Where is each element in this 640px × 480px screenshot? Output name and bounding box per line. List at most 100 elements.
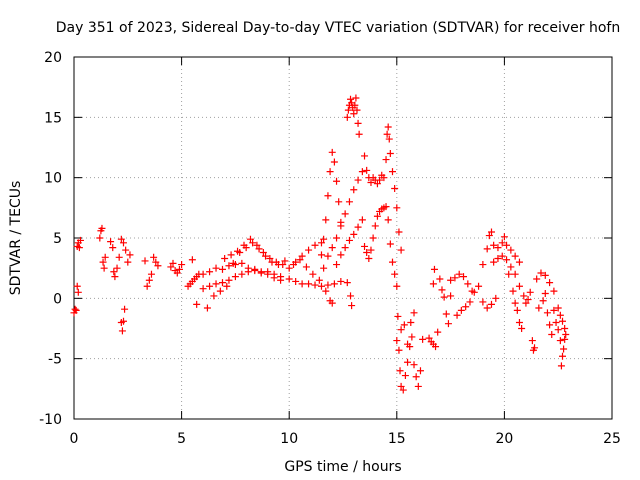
data-point: [361, 242, 369, 250]
data-point: [425, 334, 433, 342]
data-point: [460, 273, 468, 281]
data-point: [393, 337, 401, 345]
data-point: [326, 168, 334, 176]
data-point: [203, 304, 211, 312]
data-point: [333, 261, 341, 269]
data-point: [281, 257, 289, 265]
data-point: [124, 258, 132, 266]
data-point: [218, 265, 226, 273]
data-point: [526, 288, 534, 296]
data-point: [343, 279, 351, 287]
data-point: [457, 306, 465, 314]
data-point: [344, 106, 352, 114]
data-point: [401, 372, 409, 380]
data-point: [535, 304, 543, 312]
y-tick-label: -5: [48, 352, 62, 368]
data-point: [270, 274, 278, 282]
data-point: [296, 256, 304, 264]
data-point: [524, 296, 532, 304]
data-point: [492, 294, 500, 302]
x-tick-label: 20: [495, 431, 513, 447]
data-point: [337, 251, 345, 259]
data-point: [96, 234, 104, 242]
data-point: [333, 177, 341, 185]
data-point: [363, 166, 371, 174]
data-point: [262, 252, 270, 260]
data-point: [98, 224, 106, 232]
data-point: [436, 275, 444, 283]
data-point: [434, 328, 442, 336]
data-point: [253, 241, 261, 249]
data-point: [515, 282, 523, 290]
data-point: [561, 335, 569, 343]
data-point: [466, 298, 474, 306]
data-point: [285, 275, 293, 283]
data-point: [479, 261, 487, 269]
data-point: [515, 318, 523, 326]
data-point: [430, 265, 438, 273]
data-point: [169, 259, 177, 267]
data-point: [249, 239, 257, 247]
data-point: [117, 235, 125, 243]
data-point: [188, 256, 196, 264]
data-point: [341, 210, 349, 218]
data-point: [386, 150, 394, 158]
data-point: [395, 228, 403, 236]
data-point: [416, 367, 424, 375]
data-point: [143, 282, 151, 290]
data-point: [487, 228, 495, 236]
data-point: [257, 268, 265, 276]
data-point: [225, 276, 233, 284]
data-point: [515, 258, 523, 266]
data-point: [518, 325, 526, 332]
data-point: [305, 280, 313, 288]
data-point: [322, 216, 330, 224]
data-point: [99, 258, 107, 266]
data-point: [71, 305, 79, 313]
data-point: [320, 235, 328, 243]
data-point: [330, 280, 338, 288]
data-point: [315, 276, 323, 284]
data-point: [100, 264, 108, 272]
y-tick-label: 0: [53, 291, 62, 307]
data-point: [386, 240, 394, 248]
data-point: [479, 298, 487, 306]
data-point: [393, 282, 401, 290]
data-point: [451, 274, 459, 282]
x-tick-label: 5: [177, 431, 186, 447]
data-point: [358, 216, 366, 224]
data-point: [487, 300, 495, 308]
data-point: [371, 222, 379, 230]
data-point: [520, 292, 528, 300]
data-point: [110, 268, 118, 276]
data-point: [229, 259, 237, 267]
data-point: [559, 317, 567, 325]
data-point: [550, 287, 558, 295]
data-point: [350, 110, 358, 118]
data-point: [150, 253, 158, 261]
data-point: [541, 271, 549, 279]
data-point: [290, 261, 298, 269]
data-point: [358, 168, 366, 176]
data-point: [503, 241, 511, 249]
data-point: [546, 321, 554, 329]
data-point: [408, 333, 416, 341]
x-axis-label: GPS time / hours: [284, 459, 401, 475]
data-point: [539, 297, 547, 305]
data-point: [74, 288, 82, 296]
y-axis-label: SDTVAR / TECUs: [8, 181, 24, 296]
data-point: [453, 311, 461, 319]
data-point: [75, 244, 83, 252]
data-point: [494, 255, 502, 263]
data-point: [343, 113, 351, 121]
data-point: [345, 198, 353, 206]
data-point: [240, 241, 248, 249]
data-point: [225, 262, 233, 270]
y-tick-label: 20: [44, 50, 62, 66]
data-point: [317, 251, 325, 259]
data-point: [391, 270, 399, 278]
data-point: [494, 244, 502, 252]
data-point: [337, 277, 345, 285]
data-point: [385, 135, 393, 143]
